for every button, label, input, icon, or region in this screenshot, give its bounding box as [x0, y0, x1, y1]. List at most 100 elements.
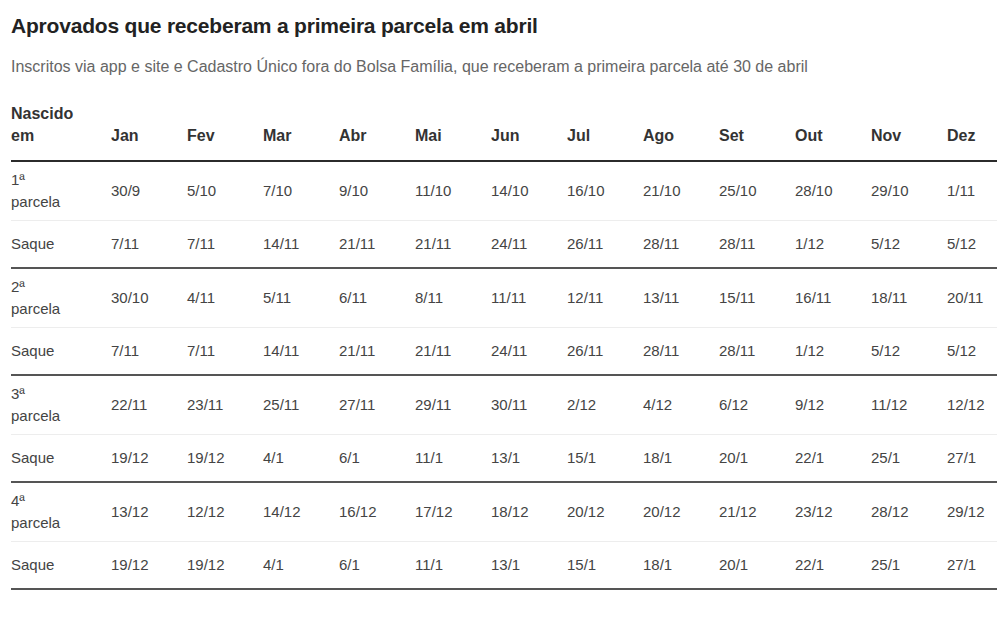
month-header: Mar — [263, 103, 339, 161]
date-cell: 4/12 — [643, 375, 719, 434]
page-title: Aprovados que receberam a primeira parce… — [11, 12, 997, 40]
date-cell: 1/12 — [795, 220, 871, 268]
date-cell: 26/11 — [567, 220, 643, 268]
table-row: Saque19/1219/124/16/111/113/115/118/120/… — [11, 541, 997, 589]
date-cell: 22/11 — [111, 375, 187, 434]
date-cell: 6/12 — [719, 375, 795, 434]
table-body: 1ª parcela30/95/107/109/1011/1014/1016/1… — [11, 161, 997, 589]
date-cell: 21/12 — [719, 482, 795, 541]
date-cell: 19/12 — [187, 434, 263, 482]
date-cell: 5/12 — [871, 220, 947, 268]
date-cell: 13/1 — [491, 434, 567, 482]
date-cell: 5/12 — [947, 327, 997, 375]
month-header: Set — [719, 103, 795, 161]
date-cell: 30/10 — [111, 268, 187, 327]
date-cell: 26/11 — [567, 327, 643, 375]
table-row: 4ª parcela13/1212/1214/1216/1217/1218/12… — [11, 482, 997, 541]
date-cell: 21/10 — [643, 161, 719, 220]
date-cell: 29/12 — [947, 482, 997, 541]
corner-header: Nascido em — [11, 103, 111, 161]
month-header: Jul — [567, 103, 643, 161]
date-cell: 25/1 — [871, 434, 947, 482]
month-header: Mai — [415, 103, 491, 161]
date-cell: 20/11 — [947, 268, 997, 327]
date-cell: 7/11 — [187, 327, 263, 375]
table-row: 1ª parcela30/95/107/109/1011/1014/1016/1… — [11, 161, 997, 220]
row-label: 4ª parcela — [11, 482, 111, 541]
month-header: Abr — [339, 103, 415, 161]
date-cell: 9/12 — [795, 375, 871, 434]
row-label: 2ª parcela — [11, 268, 111, 327]
date-cell: 27/11 — [339, 375, 415, 434]
date-cell: 28/12 — [871, 482, 947, 541]
date-cell: 20/1 — [719, 541, 795, 589]
date-cell: 7/11 — [111, 327, 187, 375]
date-cell: 30/11 — [491, 375, 567, 434]
date-cell: 5/10 — [187, 161, 263, 220]
date-cell: 19/12 — [187, 541, 263, 589]
row-label-text: 4ª parcela — [11, 490, 69, 534]
date-cell: 22/1 — [795, 434, 871, 482]
date-cell: 20/1 — [719, 434, 795, 482]
row-label: Saque — [11, 434, 111, 482]
date-cell: 20/12 — [643, 482, 719, 541]
date-cell: 21/11 — [415, 327, 491, 375]
row-label-text: Saque — [11, 340, 69, 362]
page-subtitle: Inscritos via app e site e Cadastro Únic… — [11, 56, 997, 78]
row-label: Saque — [11, 541, 111, 589]
date-cell: 23/11 — [187, 375, 263, 434]
date-cell: 7/11 — [187, 220, 263, 268]
date-cell: 11/1 — [415, 434, 491, 482]
date-cell: 21/11 — [339, 327, 415, 375]
date-cell: 4/1 — [263, 541, 339, 589]
date-cell: 7/10 — [263, 161, 339, 220]
row-label-text: 2ª parcela — [11, 276, 69, 320]
date-cell: 20/12 — [567, 482, 643, 541]
table-header-row: Nascido em JanFevMarAbrMaiJunJulAgoSetOu… — [11, 103, 997, 161]
month-header: Fev — [187, 103, 263, 161]
table-row: Saque7/117/1114/1121/1121/1124/1126/1128… — [11, 220, 997, 268]
date-cell: 15/1 — [567, 541, 643, 589]
table-row: 2ª parcela30/104/115/116/118/1111/1112/1… — [11, 268, 997, 327]
date-cell: 4/11 — [187, 268, 263, 327]
month-header: Jun — [491, 103, 567, 161]
date-cell: 25/11 — [263, 375, 339, 434]
month-header: Ago — [643, 103, 719, 161]
date-cell: 21/11 — [339, 220, 415, 268]
date-cell: 24/11 — [491, 220, 567, 268]
corner-header-label: Nascido em — [11, 103, 83, 147]
date-cell: 13/11 — [643, 268, 719, 327]
row-label: Saque — [11, 220, 111, 268]
date-cell: 1/12 — [795, 327, 871, 375]
date-cell: 18/12 — [491, 482, 567, 541]
date-cell: 12/12 — [947, 375, 997, 434]
date-cell: 1/11 — [947, 161, 997, 220]
date-cell: 14/11 — [263, 220, 339, 268]
date-cell: 27/1 — [947, 434, 997, 482]
date-cell: 25/1 — [871, 541, 947, 589]
date-cell: 27/1 — [947, 541, 997, 589]
date-cell: 18/1 — [643, 541, 719, 589]
date-cell: 11/11 — [491, 268, 567, 327]
date-cell: 11/1 — [415, 541, 491, 589]
date-cell: 11/10 — [415, 161, 491, 220]
date-cell: 5/12 — [947, 220, 997, 268]
date-cell: 13/1 — [491, 541, 567, 589]
date-cell: 8/11 — [415, 268, 491, 327]
date-cell: 14/11 — [263, 327, 339, 375]
row-label: Saque — [11, 327, 111, 375]
date-cell: 4/1 — [263, 434, 339, 482]
date-cell: 19/12 — [111, 434, 187, 482]
month-header: Out — [795, 103, 871, 161]
table-row: Saque19/1219/124/16/111/113/115/118/120/… — [11, 434, 997, 482]
date-cell: 28/10 — [795, 161, 871, 220]
date-cell: 18/11 — [871, 268, 947, 327]
row-label-text: Saque — [11, 447, 69, 469]
row-label-text: 3ª parcela — [11, 383, 69, 427]
date-cell: 22/1 — [795, 541, 871, 589]
date-cell: 28/11 — [643, 327, 719, 375]
date-cell: 28/11 — [719, 220, 795, 268]
date-cell: 15/11 — [719, 268, 795, 327]
month-header: Nov — [871, 103, 947, 161]
row-label-text: Saque — [11, 233, 69, 255]
